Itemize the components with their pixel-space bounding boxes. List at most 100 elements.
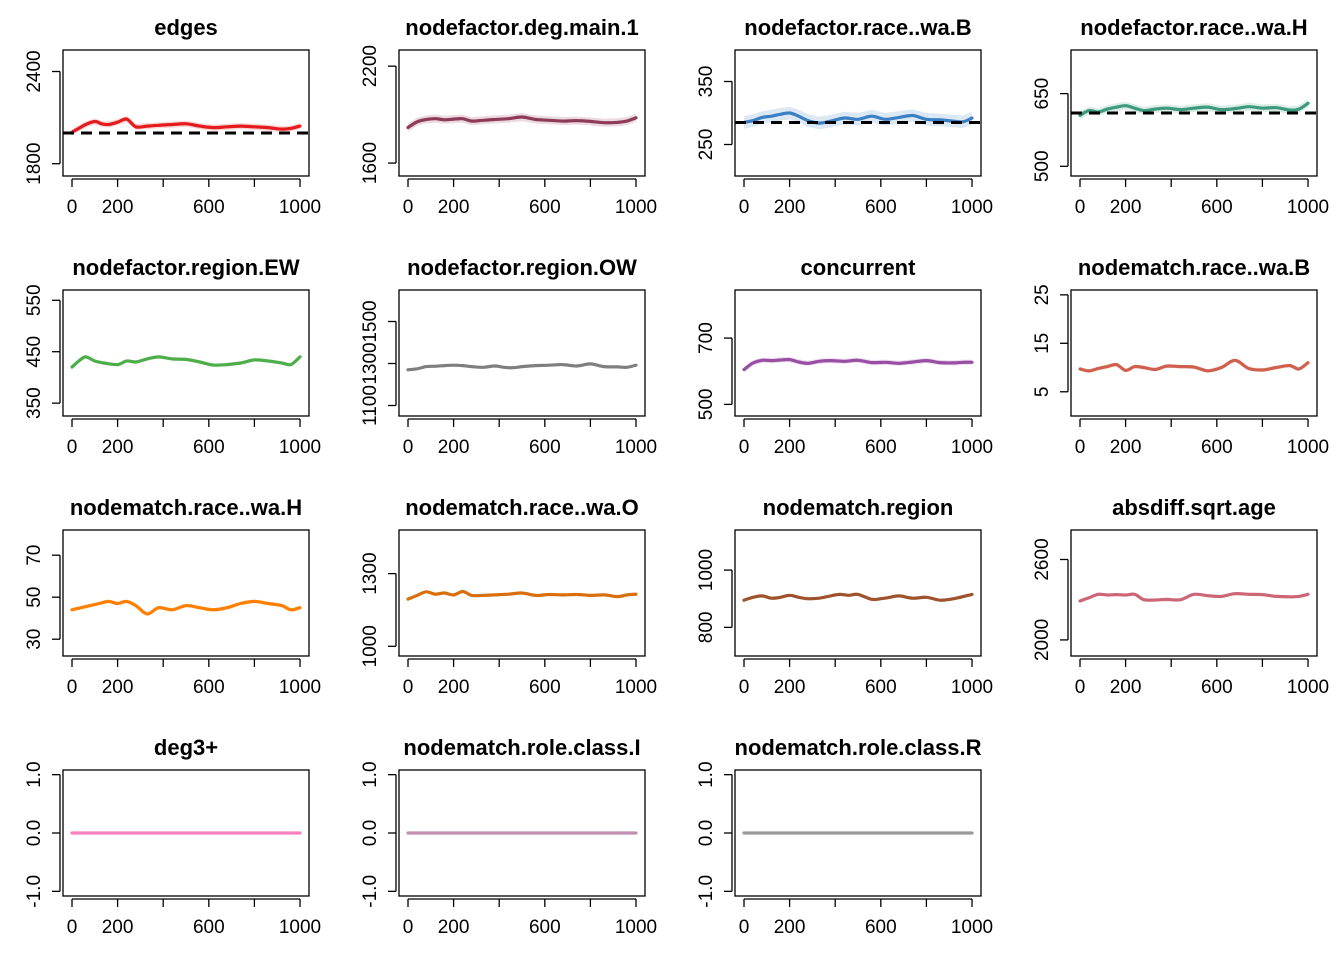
panel-13: deg3+ 0 200 600 1000 -1.0 0.0 1.0 — [24, 735, 321, 938]
plot-frame — [734, 49, 982, 177]
x-tick-label: 0 — [67, 197, 78, 218]
y-tick-label: 0.0 — [24, 820, 45, 846]
panel-10: nodematch.race..wa.O 0 200 600 1000 1000 1300 — [360, 495, 657, 698]
plot-frame — [1070, 49, 1318, 177]
series-line — [70, 117, 302, 134]
x-tick-label: 0 — [403, 197, 414, 218]
panel-title: nodematch.race..wa.H — [70, 495, 302, 520]
series-line — [70, 355, 302, 369]
plot-frame — [62, 769, 310, 897]
x-tick-label: 600 — [193, 917, 225, 938]
plot-frame — [734, 529, 982, 657]
y-tick-label: 650 — [1032, 78, 1053, 110]
plot-frame — [1070, 289, 1318, 417]
x-tick-label: 0 — [739, 677, 750, 698]
x-tick-label: 0 — [67, 677, 78, 698]
x-tick-label: 600 — [529, 197, 561, 218]
series-line — [742, 592, 974, 602]
panel-title: absdiff.sqrt.age — [1112, 495, 1276, 520]
x-tick-label: 200 — [102, 437, 134, 458]
x-tick-label: 600 — [529, 677, 561, 698]
y-tick-label: 1600 — [360, 142, 381, 184]
x-tick-label: 200 — [1110, 677, 1142, 698]
x-tick-label: 0 — [67, 917, 78, 938]
series-line — [1078, 592, 1310, 603]
panel-title: deg3+ — [154, 735, 218, 760]
panel-title: nodematch.race..wa.O — [405, 495, 639, 520]
x-tick-label: 600 — [865, 677, 897, 698]
x-tick-label: 1000 — [951, 677, 993, 698]
y-tick-label: 0.0 — [696, 820, 717, 846]
x-tick-label: 1000 — [615, 917, 657, 938]
panel-title: nodefactor.deg.main.1 — [405, 15, 639, 40]
plot-frame — [398, 769, 646, 897]
series-line — [1078, 358, 1310, 373]
x-tick-label: 1000 — [951, 197, 993, 218]
y-tick-label: 2200 — [360, 45, 381, 87]
y-tick-label: 700 — [696, 322, 717, 354]
x-tick-label: 600 — [1201, 677, 1233, 698]
x-tick-label: 0 — [67, 437, 78, 458]
panel-title: nodematch.region — [763, 495, 954, 520]
panel-title: nodematch.role.class.I — [403, 735, 640, 760]
panel-12: absdiff.sqrt.age 0 200 600 1000 2000 2600 — [1032, 495, 1329, 698]
plot-frame — [734, 769, 982, 897]
x-tick-label: 1000 — [615, 677, 657, 698]
x-tick-label: 200 — [438, 917, 470, 938]
y-tick-label: 550 — [24, 284, 45, 316]
y-tick-label: 1.0 — [360, 761, 381, 787]
x-tick-label: 1000 — [1287, 437, 1329, 458]
x-tick-label: 1000 — [279, 197, 321, 218]
y-tick-label: 2400 — [24, 50, 45, 92]
x-tick-label: 1000 — [279, 437, 321, 458]
x-tick-label: 1000 — [951, 437, 993, 458]
y-tick-label: 15 — [1032, 333, 1053, 354]
y-tick-label: 2600 — [1032, 538, 1053, 580]
y-tick-label: 50 — [24, 587, 45, 608]
y-tick-label: -1.0 — [360, 875, 381, 908]
y-tick-label: 5 — [1032, 386, 1053, 397]
series-line — [406, 589, 638, 601]
panel-title: nodematch.race..wa.B — [1078, 255, 1310, 280]
x-tick-label: 600 — [865, 917, 897, 938]
x-tick-label: 600 — [529, 917, 561, 938]
y-tick-label: 1500 — [360, 300, 381, 342]
x-tick-label: 200 — [102, 677, 134, 698]
x-tick-label: 600 — [865, 197, 897, 218]
panel-14: nodematch.role.class.I 0 200 600 1000 -1.0 0.0… — [360, 735, 657, 938]
y-tick-label: -1.0 — [24, 875, 45, 908]
x-tick-label: 200 — [438, 677, 470, 698]
x-tick-label: 200 — [774, 677, 806, 698]
x-tick-label: 200 — [774, 917, 806, 938]
panel-title: nodefactor.region.EW — [72, 255, 300, 280]
y-tick-label: 25 — [1032, 284, 1053, 305]
x-tick-label: 600 — [193, 677, 225, 698]
y-tick-label: 500 — [1032, 150, 1053, 182]
panel-2: nodefactor.deg.main.1 0 200 600 1000 1600 2200 — [360, 15, 657, 218]
y-tick-label: 1000 — [696, 549, 717, 591]
x-tick-label: 600 — [529, 437, 561, 458]
y-tick-label: 0.0 — [360, 820, 381, 846]
x-tick-label: 200 — [1110, 197, 1142, 218]
x-tick-label: 200 — [102, 917, 134, 938]
x-tick-label: 200 — [774, 197, 806, 218]
panel-title: nodematch.role.class.R — [735, 735, 982, 760]
x-tick-label: 0 — [403, 437, 414, 458]
x-tick-label: 600 — [865, 437, 897, 458]
panel-1: edges 0 200 600 1000 1800 2400 — [24, 15, 321, 218]
x-tick-label: 1000 — [615, 437, 657, 458]
y-tick-label: 350 — [696, 66, 717, 98]
panel-6: nodefactor.region.OW 0 200 600 1000 110013001… — [360, 255, 657, 458]
x-tick-label: 1000 — [951, 917, 993, 938]
plot-frame — [62, 529, 310, 657]
panel-title: nodefactor.race..wa.B — [744, 15, 971, 40]
series-line — [406, 115, 638, 130]
y-tick-label: 350 — [24, 387, 45, 419]
series-line — [742, 357, 974, 372]
panel-title: concurrent — [801, 255, 917, 280]
y-tick-label: 70 — [24, 545, 45, 566]
y-tick-label: -1.0 — [696, 875, 717, 908]
panel-3: nodefactor.race..wa.B 0 200 600 1000 250 350 — [696, 15, 993, 218]
x-tick-label: 0 — [1075, 677, 1086, 698]
